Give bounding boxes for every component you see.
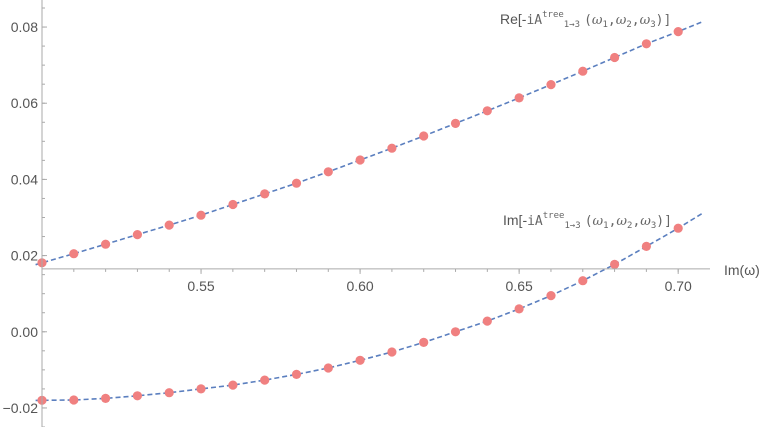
series-label-w2: ω: [616, 214, 627, 229]
data-point-series-1: [323, 167, 333, 177]
data-point-series-2: [101, 393, 111, 403]
series-label-w2-sub: 2: [627, 221, 632, 231]
series-label-re: Re[-iAtree1→3 (ω1,ω2,ω3)]: [500, 10, 671, 30]
series-label-w3-sub: 3: [650, 20, 655, 30]
x-tick-label: 0.70: [665, 278, 692, 294]
data-point-series-2: [610, 259, 620, 269]
data-point-series-2: [196, 384, 206, 394]
data-point-series-1: [228, 199, 238, 210]
y-tick-label: 0.00: [11, 324, 38, 340]
axes: [41, 0, 710, 427]
fit-curves: [35, 20, 705, 402]
series-label-sup: tree: [543, 211, 565, 221]
y-tick-label: 0.04: [11, 171, 38, 187]
data-point-series-1: [101, 239, 111, 249]
data-point-series-1: [132, 230, 142, 240]
series-label-sup: tree: [542, 10, 564, 20]
data-point-series-2: [673, 223, 683, 233]
series-label-w3-sub: 3: [651, 221, 656, 231]
series-label-w1: ω: [592, 13, 603, 28]
series-label-open: (: [585, 214, 593, 229]
data-points: [37, 27, 683, 405]
data-point-series-1: [641, 39, 652, 49]
data-point-series-1: [419, 131, 429, 141]
series-label-w1-sub: 1: [603, 221, 608, 231]
data-point-series-1: [450, 118, 461, 128]
y-tick-label: −0.02: [3, 400, 39, 416]
y-tick-label: 0.02: [11, 248, 38, 264]
data-point-series-1: [291, 178, 302, 188]
data-point-series-2: [387, 347, 397, 357]
data-point-series-1: [260, 189, 270, 199]
x-tick-label: 0.65: [506, 278, 533, 294]
y-tick-label: 0.06: [11, 95, 38, 111]
series-label-w2: ω: [616, 13, 627, 28]
y-tick-label: 0.08: [11, 19, 38, 35]
data-point-series-2: [355, 355, 365, 365]
series-label-prefix: Re[-: [500, 11, 527, 27]
data-point-series-1: [164, 220, 174, 230]
data-point-series-2: [291, 369, 302, 379]
data-point-series-2: [419, 337, 429, 347]
x-tick-label: 0.55: [187, 278, 214, 294]
data-point-series-2: [228, 380, 238, 390]
fit-curve-series-1: [35, 20, 704, 266]
series-label-w3: ω: [640, 214, 651, 229]
series-label-symbol: iA: [527, 214, 543, 229]
data-point-series-2: [132, 391, 142, 401]
series-label-close: )]: [656, 214, 672, 229]
series-label-sub: 1→3: [564, 221, 580, 231]
data-point-series-2: [164, 388, 174, 398]
series-label-w1: ω: [593, 214, 604, 229]
data-point-series-1: [514, 93, 524, 103]
series-label-im: Im[-iAtree1→3 (ω1,ω2,ω3)]: [503, 211, 672, 231]
series-label-close: )]: [656, 13, 672, 28]
x-axis-label: Im(ω): [724, 262, 760, 278]
data-point-series-1: [387, 143, 397, 153]
series-label-prefix: Im[-: [503, 212, 527, 228]
data-point-series-1: [578, 66, 588, 76]
series-label-w3: ω: [640, 13, 651, 28]
data-point-series-2: [514, 304, 524, 314]
data-point-series-1: [355, 155, 365, 165]
data-point-series-2: [69, 395, 79, 405]
data-point-series-1: [482, 106, 492, 116]
data-point-series-2: [323, 363, 333, 373]
data-point-series-1: [69, 249, 79, 259]
data-point-series-1: [546, 80, 556, 90]
data-point-series-2: [482, 316, 492, 326]
x-tick-label: 0.60: [346, 278, 373, 294]
data-point-series-2: [450, 327, 461, 337]
data-point-series-2: [260, 375, 270, 385]
series-label-w1-sub: 1: [603, 20, 608, 30]
series-label-open: (: [584, 13, 592, 28]
series-label-w2-sub: 2: [626, 20, 631, 30]
data-point-series-1: [196, 210, 206, 220]
data-point-series-1: [673, 27, 683, 37]
data-point-series-2: [578, 276, 588, 286]
data-point-series-2: [546, 291, 556, 301]
ticks: 0.55 0.60 0.65 0.70 −0.02 0.00 0.02 0.04 0.06 0.0…: [3, 7, 692, 427]
series-label-symbol: iA: [526, 13, 542, 28]
series-label-sub: 1→3: [564, 20, 580, 30]
fit-curve-series-2: [35, 211, 705, 402]
data-point-series-2: [641, 241, 652, 251]
data-point-series-1: [610, 52, 620, 63]
